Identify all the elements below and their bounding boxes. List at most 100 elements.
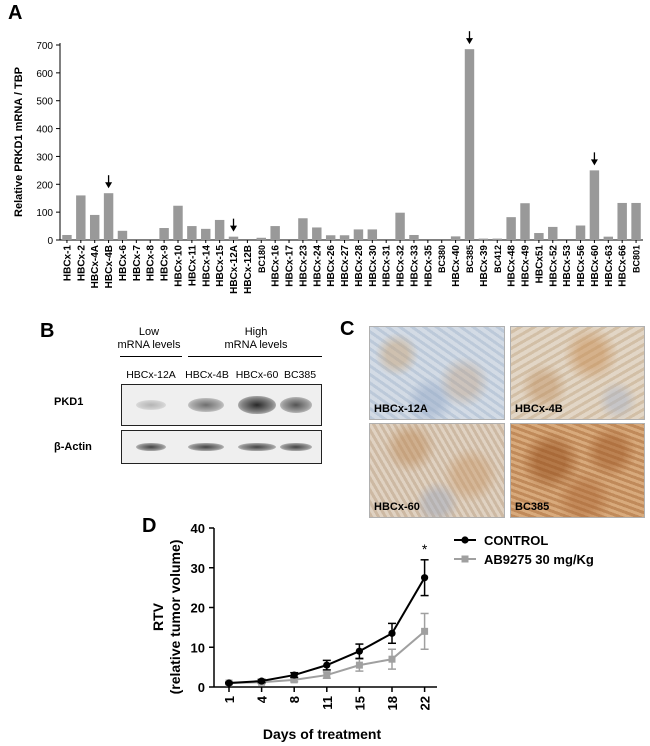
significance-asterisk: * [422,541,428,557]
bar-chart-x-tick-label: HBCx-28 [354,245,365,287]
pkd1-band [280,397,312,413]
pkd1-band [188,397,224,413]
bar-chart-x-tick-label: HBCx-4B [104,245,115,288]
bar-chart-x-tick-label: HBCx-8 [146,245,157,282]
bar-chart-x-tick-label: HBCx-39 [479,245,490,287]
data-point [323,671,331,679]
bar [548,226,558,240]
bar [76,195,86,240]
bar-chart-x-tick-label: HBCx-14 [201,245,212,287]
line-chart-x-tick-label: 4 [255,695,270,703]
data-point [421,627,429,635]
ihc-label: HBCx-60 [374,501,420,513]
bar-chart-x-tick-label: HBCx-60 [590,245,601,287]
line-chart-x-tick-label: 11 [320,696,335,710]
bar [450,236,461,240]
bar-chart-x-tick-label: HBCx-33 [409,245,420,287]
bar-chart-x-tick-label: HBCx-66 [618,245,629,287]
bar-chart-x-tick-label: HBCx-9 [160,245,171,282]
bar-chart-x-tick-label: HBCx-63 [604,245,615,287]
bar-chart-x-tick-label: HBCx-52 [548,245,559,287]
bar [298,218,308,240]
bar [62,234,72,240]
bar-chart-y-tick-label: 100 [36,208,53,219]
data-point [355,647,363,655]
line-chart-y-tick-label: 30 [191,561,205,576]
arrow-marker-head [590,159,598,166]
bar-chart-x-tick-label: BC801 [632,245,642,273]
lane-label: HBCx-12A [126,369,176,381]
bar [631,202,641,240]
bar [409,234,419,240]
bar-chart-x-tick-label: HBCx-56 [576,245,587,287]
bar-chart-x-tick-label: BC380 [437,245,447,273]
bar-chart-y-tick-label: 600 [36,69,53,80]
bar [339,235,350,240]
bar-chart-y-tick-label: 500 [36,97,53,108]
bar [173,205,183,240]
bar-chart-x-tick-label: HBCx-23 [298,245,309,287]
data-point [258,677,266,685]
bar [603,236,614,240]
bar [492,238,502,240]
bar [520,203,530,240]
pkd1-row-label: PKD1 [54,396,84,408]
bar-chart-x-tick-label: HBCx-4A [90,245,101,288]
bar-chart-x-tick-label: HBCx-32 [396,245,407,287]
bar [464,49,475,240]
arrow-marker-head [230,225,238,232]
panel-c-letter: C [340,318,355,340]
bar-chart-x-tick-label: HBCx51 [534,245,545,284]
bar-chart-x-tick-label: HBCx-26 [326,245,337,287]
bar-chart-x-tick-label: HBCx-48 [507,245,518,287]
bar-chart-y-tick-label: 700 [36,41,53,52]
bar-chart-x-tick-label: HBCx-1 [62,245,73,282]
bar [270,226,280,240]
bar-chart-y-tick-label: 300 [36,152,53,163]
bar-chart-x-tick-label: HBCx-40 [451,245,462,287]
legend-marker [461,555,469,563]
bar-chart-x-tick-label: HBCx-16 [271,245,282,287]
bar-chart-y-tick-label: 400 [36,125,53,136]
bar-chart-x-tick-label: HBCx-10 [173,245,184,287]
bar-chart-x-tick-label: HBCx-49 [521,245,532,287]
bar [228,236,239,240]
bar-chart-x-tick-label: HBCx-53 [562,245,573,287]
bar [506,217,516,240]
bar [395,212,405,240]
line-chart-ylabel-line2: (relative tumor volume) [167,540,183,695]
ihc-label: BC385 [515,501,550,513]
data-point [290,676,298,684]
actin-blot [121,430,322,464]
bar-chart-ylabel: Relative PRKD1 mRNA / TBP [13,67,25,217]
bar [617,202,627,240]
arrow-marker-head [105,182,113,189]
bar [478,238,489,240]
ihc-image-hbcx-4b: HBCx-4B [510,326,645,420]
panel-d-letter: D [142,515,157,537]
bar [256,237,266,240]
bar-chart-x-tick-label: HBCx-17 [285,245,296,287]
bar-chart-x-tick-label: HBCx-30 [368,245,379,287]
line-chart-y-tick-label: 40 [191,521,205,536]
panel-b-letter: B [40,320,55,342]
ihc-label: HBCx-4B [515,403,563,415]
high-group-underline [188,356,322,357]
bar [214,219,225,240]
ihc-label: HBCx-12A [374,403,428,415]
pkd1-band [238,395,276,415]
bar [117,230,128,240]
panel-a-letter: A [8,2,23,24]
bar [534,233,544,240]
line-chart: 0 10 20 30 40 1 4 8 11 15 18 22 * CONTROL AB9275 30 … [150,521,594,742]
actin-band [188,442,224,452]
ihc-image-hbcx-12a: HBCx-12A [369,326,505,420]
bar-chart-x-tick-label: HBCx-35 [423,245,434,287]
high-header-line2: mRNA levels [224,339,288,351]
line-chart-y-tick-label: 0 [198,680,205,695]
bar-chart-x-tick-label: HBCx-31 [382,245,393,287]
ihc-image-bc385: BC385 [510,423,645,518]
low-group-underline [120,356,182,357]
line-chart-x-tick-label: 15 [352,696,367,710]
